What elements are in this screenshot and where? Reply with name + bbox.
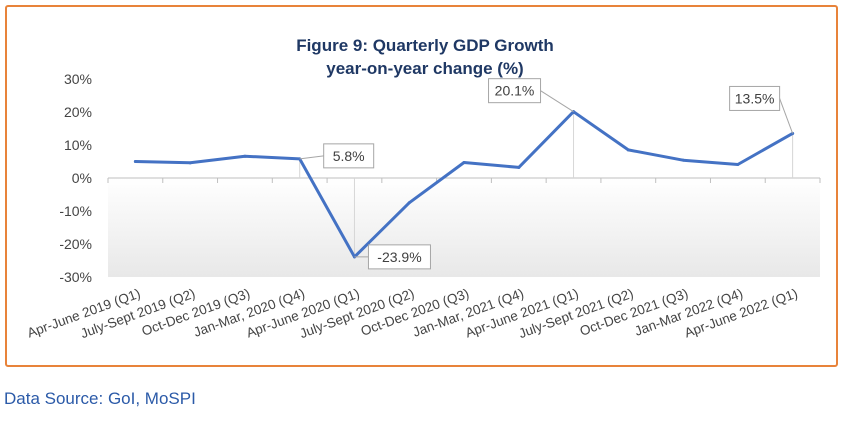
data-point xyxy=(736,162,740,166)
data-point xyxy=(188,161,192,165)
y-axis: -30% -20% -10% 0% 10% 20% 30% xyxy=(59,71,92,285)
chart-subtitle: year-on-year change (%) xyxy=(326,59,523,78)
callout-box xyxy=(367,244,431,270)
data-point xyxy=(133,160,137,163)
y-tick-label: -30% xyxy=(59,269,92,285)
callout-box xyxy=(323,143,375,169)
callout-box xyxy=(488,78,542,104)
callout-leader xyxy=(779,98,794,134)
y-tick-label: 20% xyxy=(64,104,92,120)
data-point xyxy=(626,148,630,152)
data-label: 20.1% xyxy=(495,83,535,99)
y-tick-label: -10% xyxy=(59,203,92,219)
callout-leader xyxy=(540,90,574,113)
data-source: Data Source: GoI, MoSPI xyxy=(4,389,196,408)
negative-band xyxy=(108,178,820,277)
data-point xyxy=(517,165,521,169)
annotations: 5.8% -23.9% 20.1% 13.5% xyxy=(299,78,794,270)
chart-title: Figure 9: Quarterly GDP Growth xyxy=(296,36,554,55)
data-label: 5.8% xyxy=(333,148,365,164)
data-point xyxy=(462,160,466,164)
callout-box xyxy=(729,85,781,111)
y-tick-label: 10% xyxy=(64,137,92,153)
annotation-guides xyxy=(299,111,794,257)
y-tick-label: -20% xyxy=(59,236,92,252)
data-label: 13.5% xyxy=(735,90,775,106)
data-point xyxy=(407,201,411,205)
data-label: -23.9% xyxy=(377,249,421,265)
y-tick-label: 30% xyxy=(64,71,92,87)
data-point xyxy=(681,158,685,162)
y-tick-label: 0% xyxy=(72,170,92,186)
data-point xyxy=(243,154,247,158)
callout-leader xyxy=(299,155,324,160)
